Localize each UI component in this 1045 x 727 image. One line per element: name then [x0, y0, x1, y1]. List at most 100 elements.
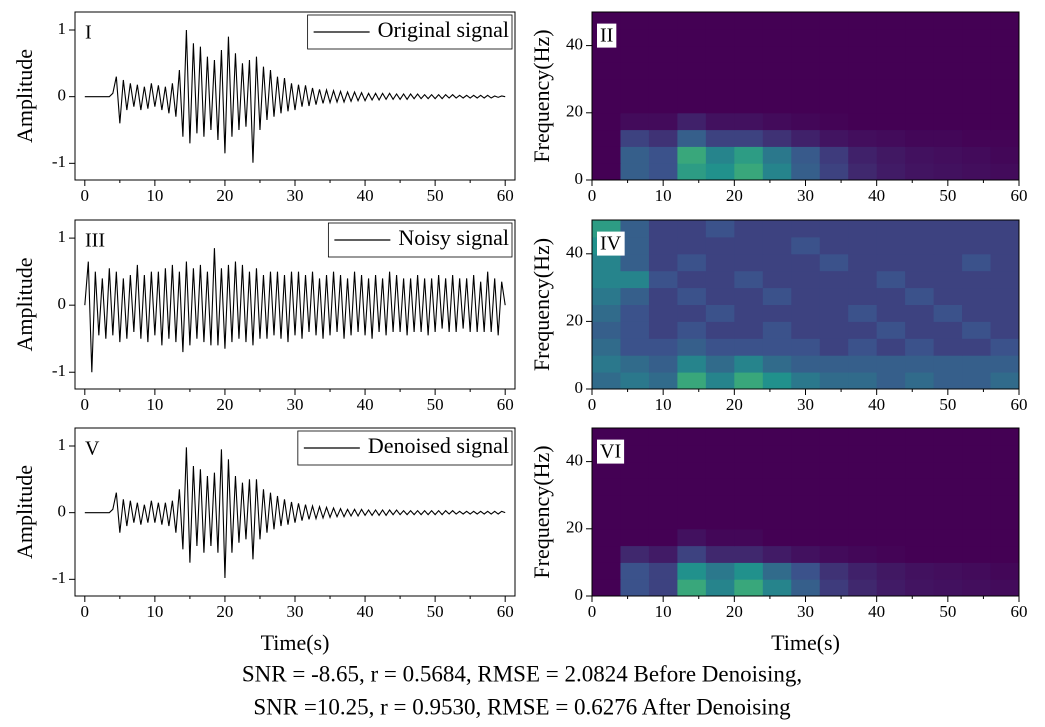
heat-cell — [734, 444, 764, 463]
heat-cell — [648, 579, 678, 596]
heat-cell — [677, 112, 707, 131]
heat-cell — [592, 372, 621, 389]
heat-cell — [876, 112, 906, 131]
heat-cell — [705, 146, 735, 164]
x-tick-label: 60 — [1011, 602, 1028, 621]
heat-cell — [620, 28, 650, 47]
heat-cell — [905, 270, 935, 289]
heat-cell — [762, 45, 792, 63]
heat-cell — [620, 321, 650, 339]
heat-cell — [876, 528, 906, 547]
heat-cell — [848, 444, 878, 463]
heat-cell — [648, 270, 678, 289]
y-tick-label: 0 — [58, 86, 67, 105]
heat-cell — [905, 79, 935, 97]
x-tick-label: 20 — [216, 395, 233, 414]
heat-cell — [705, 304, 735, 322]
heat-cell — [677, 528, 707, 547]
heat-cell — [933, 163, 963, 180]
heat-cell — [933, 112, 963, 131]
heat-cell — [819, 461, 849, 479]
heat-cell — [592, 112, 621, 131]
heat-cell — [620, 12, 650, 30]
heat-cell — [791, 304, 821, 322]
heat-cell — [677, 495, 707, 513]
heat-cell — [962, 461, 992, 479]
heat-cell — [876, 355, 906, 373]
heat-cell — [791, 163, 821, 180]
plot-area — [84, 447, 506, 579]
y-tick-label: 0 — [58, 502, 67, 521]
heat-cell — [620, 146, 650, 164]
heat-cell — [677, 28, 707, 47]
heat-cell — [648, 129, 678, 147]
heat-cell — [962, 253, 992, 272]
y-tick-label: 20 — [566, 310, 583, 329]
heat-cell — [990, 444, 1019, 463]
heat-cell — [990, 304, 1019, 322]
heat-cell — [933, 62, 963, 80]
heat-cell — [620, 287, 650, 305]
heat-cell — [705, 253, 735, 272]
heat-cell — [848, 512, 878, 530]
heat-cell — [592, 129, 621, 147]
heat-cell — [592, 562, 621, 580]
heat-cell — [933, 528, 963, 547]
heat-cell — [677, 163, 707, 180]
legend-label: Denoised signal — [368, 433, 509, 458]
heat-cell — [990, 355, 1019, 373]
heat-cell — [819, 146, 849, 164]
x-tick-label: 40 — [868, 186, 885, 205]
heat-cell — [905, 287, 935, 305]
x-tick-label: 10 — [655, 602, 672, 621]
legend-label: Original signal — [378, 17, 509, 42]
heat-cell — [962, 79, 992, 97]
plot-area — [592, 428, 1019, 596]
heat-cell — [705, 428, 735, 446]
heat-cell — [677, 562, 707, 580]
y-axis-label: Frequency(Hz) — [529, 445, 554, 578]
heat-cell — [876, 12, 906, 30]
heat-cell — [620, 45, 650, 63]
x-tick-label: 30 — [797, 395, 814, 414]
heat-cell — [791, 220, 821, 238]
heat-cell — [705, 270, 735, 289]
heat-cell — [677, 428, 707, 446]
heat-cell — [848, 45, 878, 63]
x-tick-label: 30 — [797, 186, 814, 205]
heat-cell — [791, 236, 821, 255]
heat-cell — [762, 236, 792, 255]
heat-cell — [734, 545, 764, 563]
heat-cell — [648, 62, 678, 80]
plot-area — [592, 220, 1019, 389]
heat-cell — [791, 12, 821, 30]
heat-cell — [819, 96, 849, 114]
heat-cell — [734, 304, 764, 322]
x-tick-label: 50 — [427, 395, 444, 414]
x-tick-label: 60 — [497, 186, 514, 205]
heat-cell — [734, 62, 764, 80]
heat-cell — [819, 62, 849, 80]
heat-cell — [791, 287, 821, 305]
heat-cell — [705, 562, 735, 580]
heat-cell — [819, 287, 849, 305]
heat-cell — [990, 338, 1019, 356]
y-axis-label: Amplitude — [12, 465, 37, 559]
heat-cell — [677, 545, 707, 563]
y-axis-label: Frequency(Hz) — [529, 238, 554, 371]
heat-cell — [677, 236, 707, 255]
heat-cell — [990, 163, 1019, 180]
heat-cell — [677, 304, 707, 322]
heat-cell — [791, 444, 821, 463]
heat-cell — [905, 355, 935, 373]
heat-cell — [762, 528, 792, 547]
x-tick-label: 0 — [588, 186, 597, 205]
heat-cell — [648, 112, 678, 131]
heat-cell — [734, 495, 764, 513]
heat-cell — [876, 28, 906, 47]
x-tick-label: 20 — [216, 186, 233, 205]
heat-cell — [876, 45, 906, 63]
heat-cell — [876, 270, 906, 289]
heat-cell — [905, 96, 935, 114]
heat-cell — [648, 28, 678, 47]
